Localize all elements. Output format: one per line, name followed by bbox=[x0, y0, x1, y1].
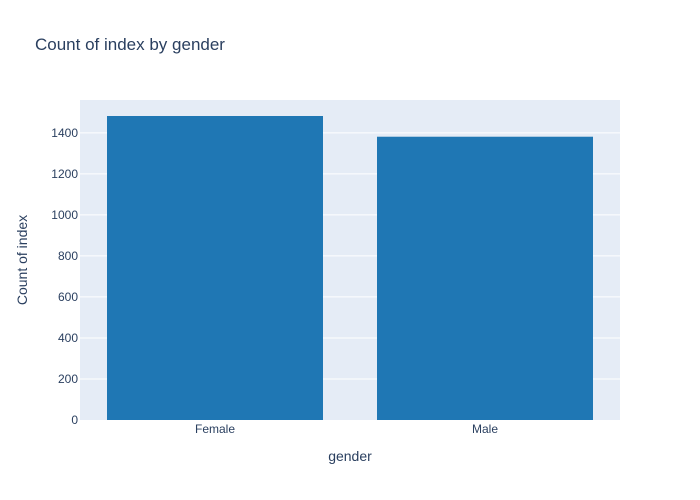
x-tick-label: Male bbox=[472, 422, 498, 436]
bars bbox=[107, 116, 593, 420]
y-tick-label: 600 bbox=[58, 290, 78, 304]
y-tick-label: 1400 bbox=[51, 126, 78, 140]
y-tick-label: 1000 bbox=[51, 208, 78, 222]
y-tick-label: 400 bbox=[58, 331, 78, 345]
x-tick-labels: Female Male bbox=[195, 422, 498, 436]
x-tick-label: Female bbox=[195, 422, 235, 436]
bar-female[interactable] bbox=[107, 116, 323, 420]
y-tick-labels: 0 200 400 600 800 1000 1200 1400 bbox=[51, 126, 78, 427]
x-axis-title: gender bbox=[328, 448, 372, 464]
bar-male[interactable] bbox=[377, 136, 593, 420]
y-tick-label: 1200 bbox=[51, 167, 78, 181]
chart-title: Count of index by gender bbox=[35, 35, 225, 54]
y-tick-label: 0 bbox=[71, 413, 78, 427]
y-tick-label: 800 bbox=[58, 249, 78, 263]
y-tick-label: 200 bbox=[58, 372, 78, 386]
y-axis-title: Count of index bbox=[14, 215, 30, 305]
